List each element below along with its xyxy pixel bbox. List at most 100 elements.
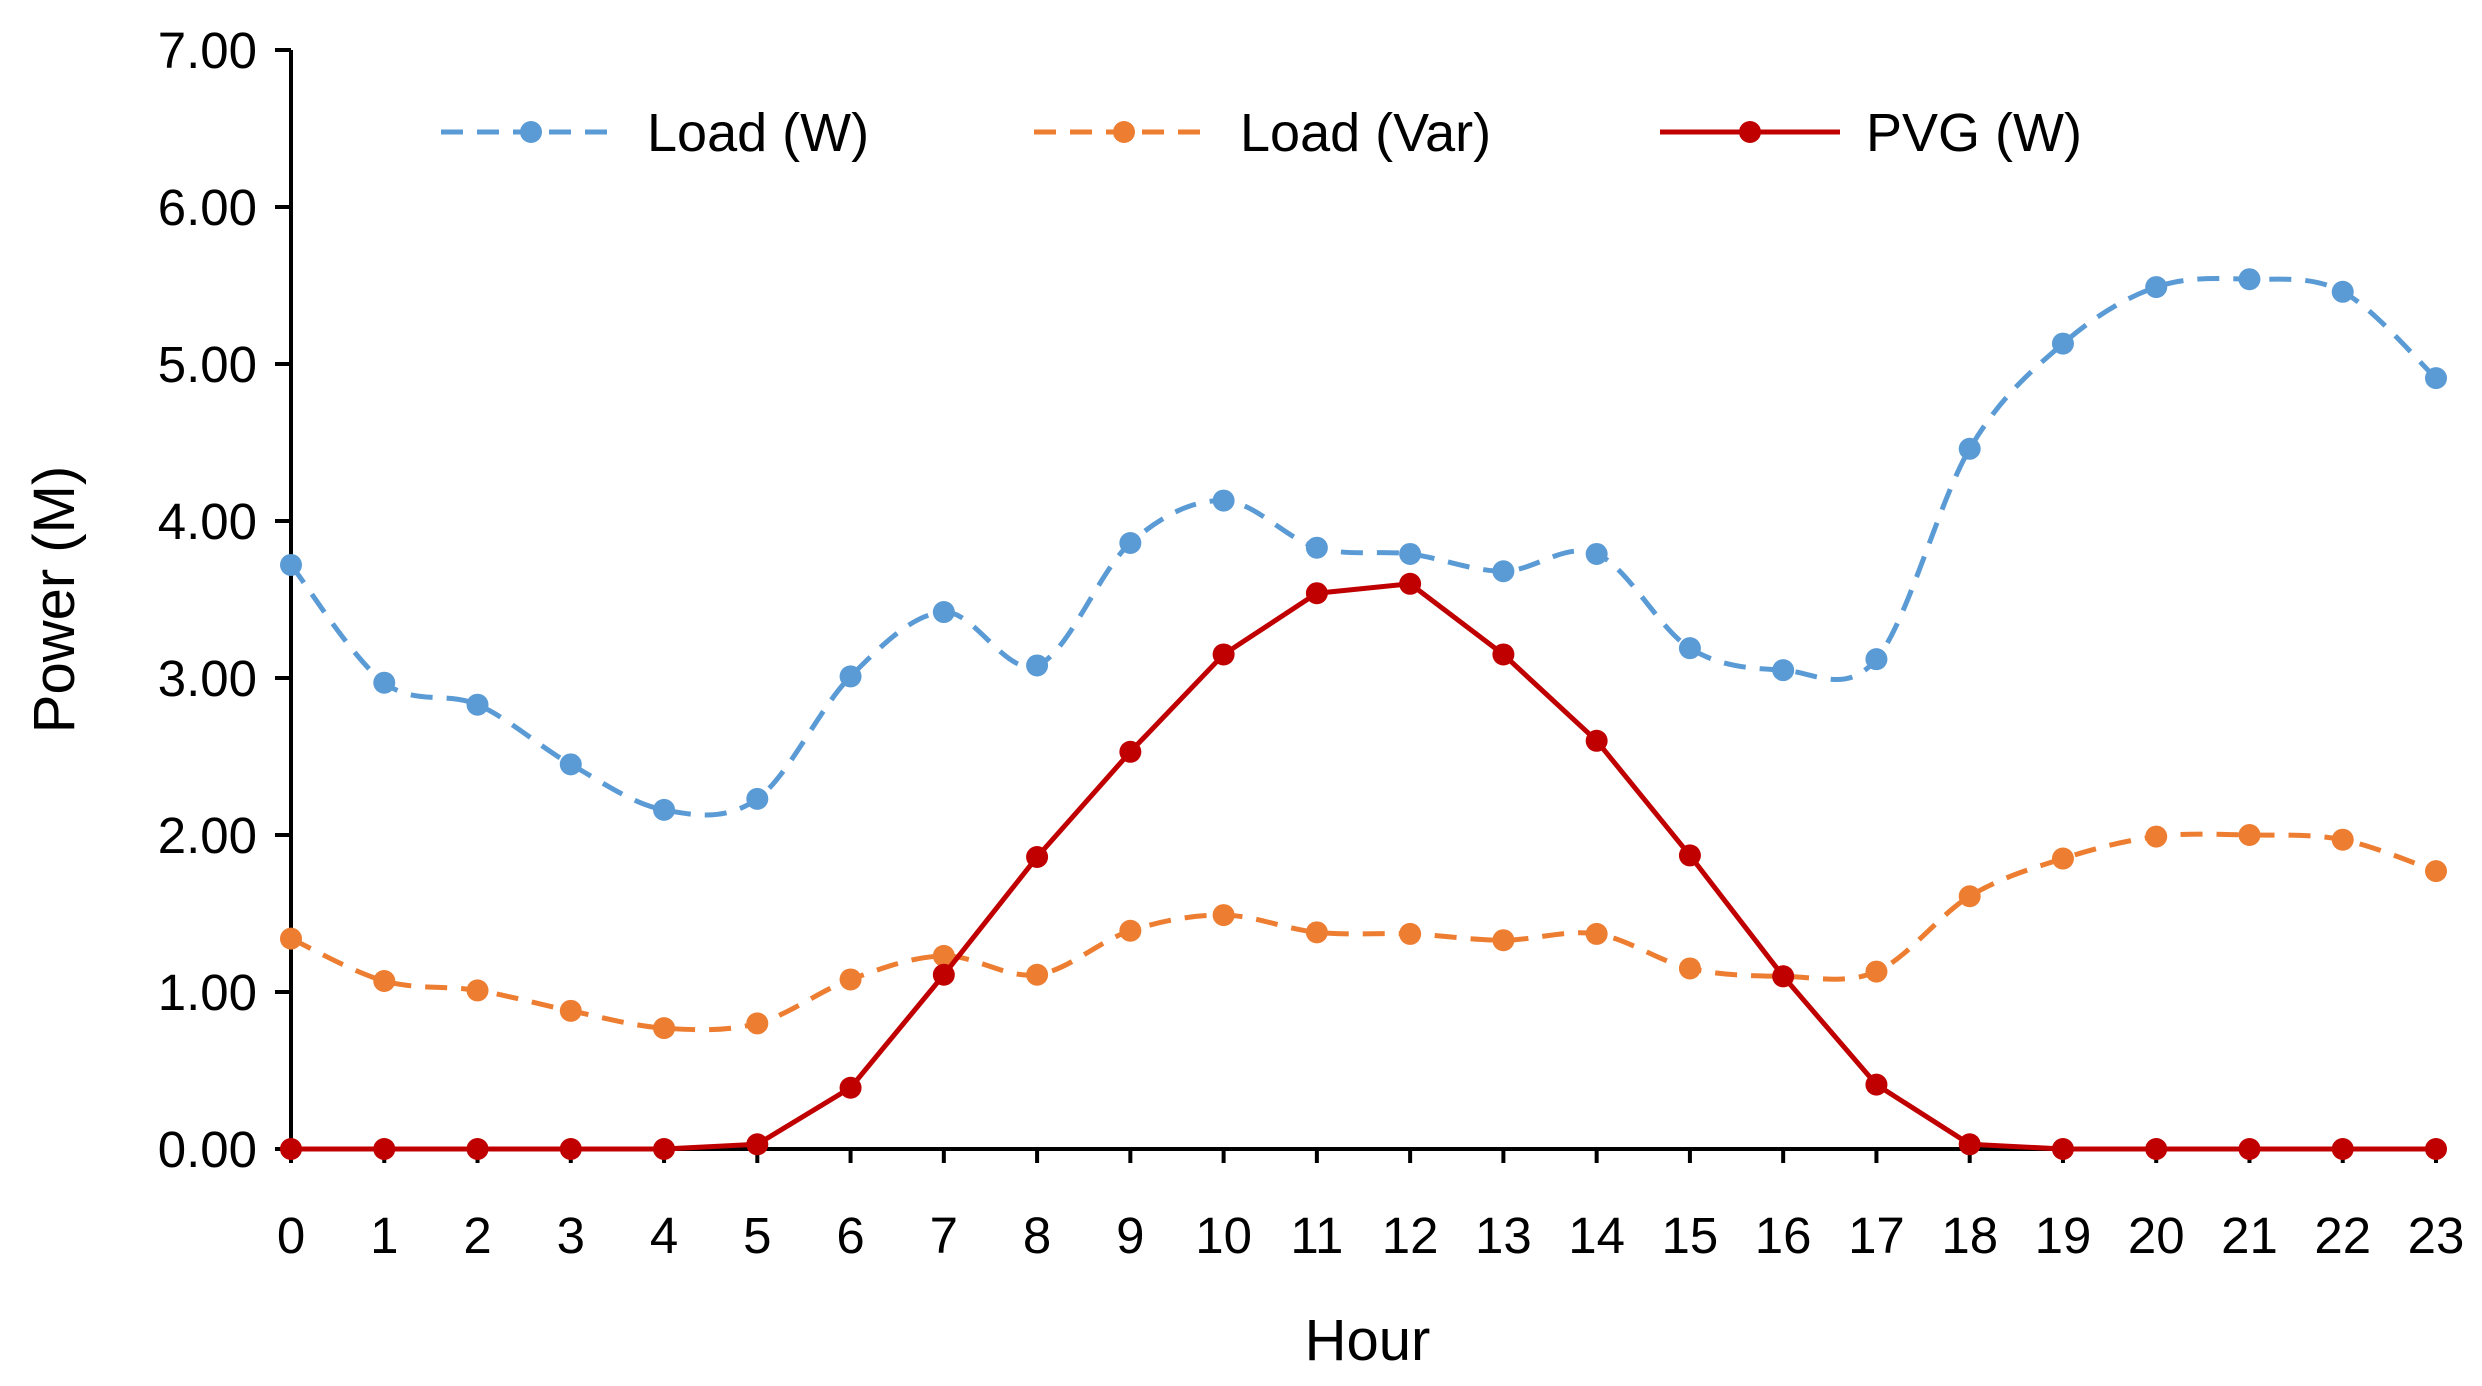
- data-point: [466, 979, 489, 1002]
- data-point: [466, 1138, 489, 1160]
- x-tick-label: 6: [836, 1207, 864, 1264]
- x-tick-label: 20: [2128, 1207, 2185, 1264]
- y-tick-label: 1.00: [158, 964, 257, 1021]
- x-tick-label: 11: [1290, 1207, 1343, 1264]
- data-point: [1305, 536, 1328, 559]
- x-tick-label: 17: [1848, 1207, 1905, 1264]
- data-point: [839, 1076, 862, 1099]
- data-point: [1958, 437, 1981, 460]
- data-point: [1678, 637, 1701, 660]
- series-2: [280, 572, 2447, 1160]
- data-point: [746, 1133, 769, 1156]
- legend-item-1: Load (Var): [1034, 103, 1491, 163]
- x-tick-label: 22: [2314, 1207, 2371, 1264]
- legend-marker: [1739, 121, 1761, 143]
- legend-label: PVG (W): [1866, 103, 2082, 163]
- data-point: [1585, 922, 1608, 945]
- data-point: [2331, 280, 2354, 303]
- x-tick-label: 21: [2221, 1207, 2278, 1264]
- data-point: [1305, 582, 1328, 605]
- y-axis-title: Power (M): [22, 466, 87, 733]
- legend-marker: [520, 121, 542, 143]
- data-point: [280, 1138, 302, 1160]
- data-point: [2425, 367, 2447, 390]
- series-line: [289, 276, 2438, 818]
- x-tick-label: 16: [1755, 1207, 1812, 1264]
- data-point: [1026, 963, 1049, 986]
- x-axis-title: Hour: [1305, 1308, 1431, 1373]
- data-point: [2238, 268, 2261, 291]
- data-point: [466, 693, 489, 716]
- data-point: [1865, 1073, 1888, 1096]
- data-point: [2331, 1138, 2354, 1160]
- series-group: [280, 268, 2447, 1160]
- x-tick-label: 23: [2408, 1207, 2465, 1264]
- x-tick-label: 13: [1475, 1207, 1532, 1264]
- data-point: [1399, 922, 1422, 945]
- y-tick-label: 0.00: [158, 1121, 257, 1178]
- data-point: [839, 968, 862, 991]
- x-tick-label: 2: [463, 1207, 491, 1264]
- x-tick-label: 4: [650, 1207, 678, 1264]
- x-tick-label: 15: [1662, 1207, 1719, 1264]
- data-point: [2331, 828, 2354, 851]
- data-point: [2051, 1138, 2074, 1160]
- legend-item-0: Load (W): [441, 103, 869, 163]
- data-point: [280, 927, 302, 950]
- x-tick-label: 19: [2035, 1207, 2092, 1264]
- x-tick-label: 9: [1116, 1207, 1144, 1264]
- legend-label: Load (W): [647, 103, 869, 163]
- data-point: [932, 601, 955, 624]
- data-point: [559, 999, 582, 1022]
- y-tick-label: 7.00: [158, 22, 257, 79]
- data-point: [746, 1012, 769, 1035]
- data-point: [2145, 276, 2168, 299]
- data-point: [653, 798, 676, 821]
- data-point: [1026, 654, 1049, 677]
- data-point: [932, 944, 955, 967]
- data-point: [1678, 957, 1701, 980]
- data-point: [1212, 643, 1235, 666]
- legend-item-2: PVG (W): [1660, 103, 2082, 163]
- data-point: [1865, 648, 1888, 671]
- data-point: [1212, 904, 1235, 927]
- series-0: [280, 268, 2447, 821]
- axes: [289, 50, 2436, 1151]
- data-point: [2145, 1138, 2168, 1160]
- y-tick-label: 2.00: [158, 807, 257, 864]
- y-tick-label: 4.00: [158, 493, 257, 550]
- data-point: [373, 671, 396, 694]
- data-point: [1585, 542, 1608, 565]
- data-point: [373, 970, 396, 993]
- y-axis-ticks: 0.00 1.00 2.00 3.00 4.00 5.00 6.00 7.00: [158, 22, 291, 1178]
- data-point: [1492, 929, 1515, 952]
- data-point: [2051, 847, 2074, 870]
- data-point: [2145, 825, 2168, 848]
- data-point: [1772, 659, 1795, 682]
- x-tick-label: 3: [557, 1207, 585, 1264]
- data-point: [2051, 332, 2074, 355]
- series-1: [280, 824, 2447, 1040]
- x-tick-label: 8: [1023, 1207, 1051, 1264]
- data-point: [1399, 572, 1422, 595]
- data-point: [1305, 921, 1328, 944]
- data-point: [280, 553, 302, 576]
- legend-label: Load (Var): [1240, 103, 1491, 163]
- data-point: [1958, 1133, 1981, 1156]
- data-point: [1865, 960, 1888, 983]
- data-point: [373, 1138, 396, 1160]
- series-line: [291, 581, 2436, 1152]
- data-point: [1678, 844, 1701, 867]
- data-point: [932, 963, 955, 986]
- x-tick-label: 0: [277, 1207, 305, 1264]
- data-point: [1119, 740, 1142, 763]
- data-point: [1585, 729, 1608, 752]
- data-point: [1492, 560, 1515, 583]
- x-tick-label: 1: [370, 1207, 398, 1264]
- legend: Load (W) Load (Var) PVG (W): [441, 103, 2082, 163]
- data-point: [2238, 1138, 2261, 1160]
- data-point: [1399, 542, 1422, 565]
- x-tick-label: 5: [743, 1207, 771, 1264]
